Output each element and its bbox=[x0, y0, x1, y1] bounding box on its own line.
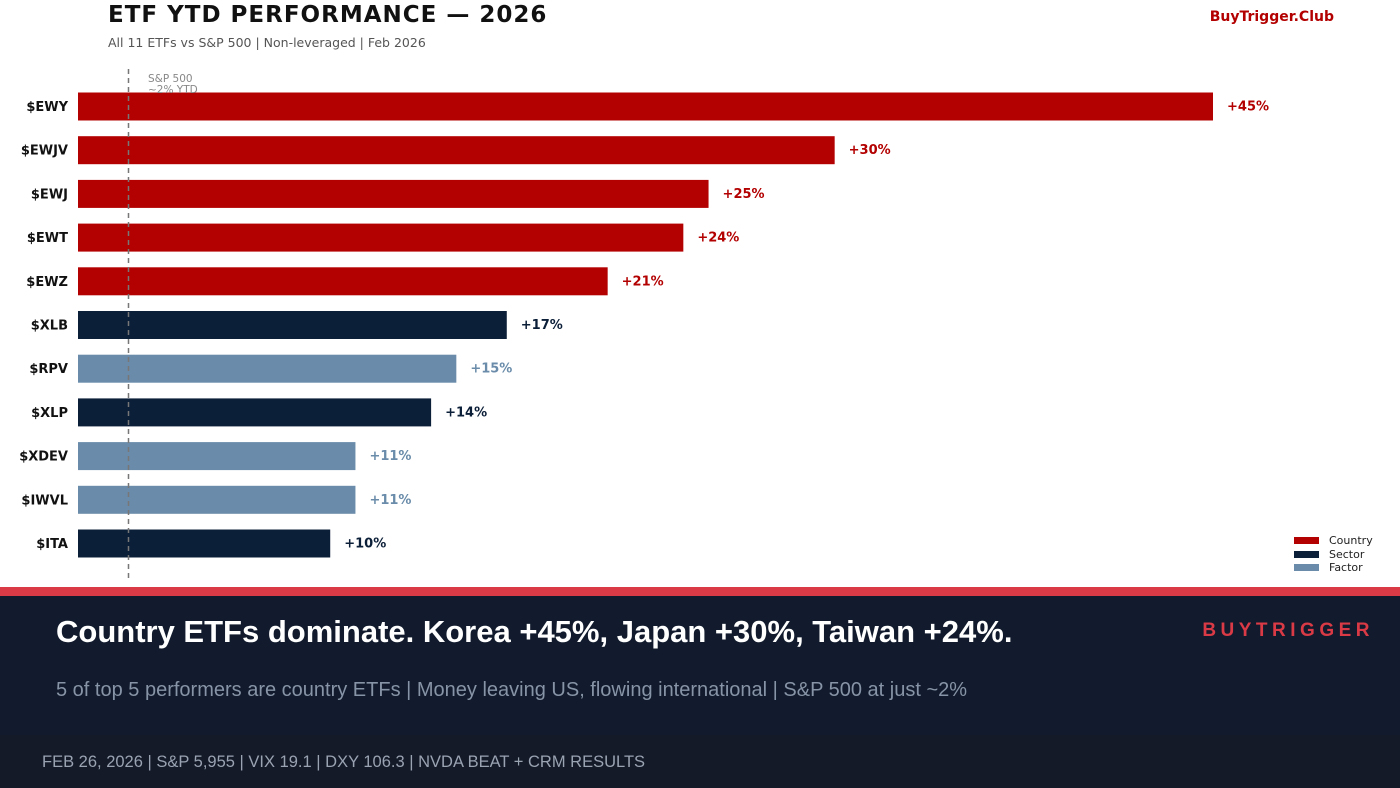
bar-ewt bbox=[78, 223, 684, 252]
value-label-xdev: +11% bbox=[369, 449, 411, 464]
bar-iwvl bbox=[78, 485, 356, 514]
bar-ewjv bbox=[78, 136, 835, 165]
banner-brand: BUYTRIGGER bbox=[1202, 620, 1374, 641]
legend-label-factor: Factor bbox=[1329, 561, 1363, 575]
chart-subtitle: All 11 ETFs vs S&P 500 | Non-leveraged |… bbox=[108, 35, 426, 50]
banner-headline: Country ETFs dominate. Korea +45%, Japan… bbox=[56, 614, 1013, 649]
bar-xlb bbox=[78, 311, 507, 339]
value-label-ita: +10% bbox=[344, 537, 386, 552]
chart-legend: Country Sector Factor bbox=[1294, 534, 1373, 575]
sp500-reference-label: S&P 500 bbox=[148, 73, 193, 85]
tick-label-xdev: $XDEV bbox=[19, 450, 68, 465]
legend-label-sector: Sector bbox=[1329, 547, 1365, 561]
chart-title: ETF YTD PERFORMANCE — 2026 bbox=[108, 2, 548, 28]
legend-swatch-sector bbox=[1294, 550, 1319, 558]
value-label-rpv: +15% bbox=[470, 362, 512, 377]
bar-ewj bbox=[78, 179, 709, 208]
value-label-xlb: +17% bbox=[521, 318, 563, 333]
accent-stripe bbox=[0, 587, 1400, 596]
tick-label-ewjv: $EWJV bbox=[21, 144, 68, 159]
sp500-reference-value: ~2% YTD bbox=[148, 84, 198, 96]
bar-ewz bbox=[78, 267, 608, 296]
legend-item-sector: Sector bbox=[1294, 548, 1373, 562]
summary-banner: Country ETFs dominate. Korea +45%, Japan… bbox=[0, 596, 1400, 735]
bar-ewy bbox=[78, 92, 1213, 121]
tick-label-xlp: $XLP bbox=[31, 406, 68, 421]
value-label-ewy: +45% bbox=[1227, 100, 1269, 115]
value-label-ewj: +25% bbox=[723, 187, 765, 202]
legend-label-country: Country bbox=[1329, 534, 1373, 548]
value-label-ewjv: +30% bbox=[849, 143, 891, 158]
value-label-xlp: +14% bbox=[445, 405, 487, 420]
banner-subline: 5 of top 5 performers are country ETFs |… bbox=[56, 679, 968, 701]
bar-xlp bbox=[78, 398, 432, 427]
tick-label-ewt: $EWT bbox=[27, 231, 68, 246]
legend-swatch-factor bbox=[1294, 564, 1319, 572]
tick-label-ewy: $EWY bbox=[26, 100, 68, 115]
tick-label-ewz: $EWZ bbox=[26, 275, 68, 290]
tick-label-ita: $ITA bbox=[36, 537, 68, 552]
tick-label-ewj: $EWJ bbox=[31, 187, 68, 202]
legend-item-country: Country bbox=[1294, 534, 1373, 548]
value-label-ewz: +21% bbox=[622, 274, 664, 289]
value-label-iwvl: +11% bbox=[369, 493, 411, 508]
legend-item-factor: Factor bbox=[1294, 561, 1373, 575]
footer-text: FEB 26, 2026 | S&P 5,955 | VIX 19.1 | DX… bbox=[42, 753, 646, 771]
bar-chart: $EWY +45% $EWJV +30% $EWJ +25% $EWT +24% $EWZ +21… bbox=[19, 69, 1269, 581]
tick-label-xlb: $XLB bbox=[31, 319, 68, 334]
value-label-ewt: +24% bbox=[697, 231, 739, 246]
market-ticker-footer: FEB 26, 2026 | S&P 5,955 | VIX 19.1 | DX… bbox=[0, 735, 1400, 788]
tick-label-rpv: $RPV bbox=[29, 362, 68, 377]
bar-ita bbox=[78, 529, 331, 558]
bar-rpv bbox=[78, 354, 457, 383]
legend-swatch-country bbox=[1294, 537, 1319, 545]
tick-label-iwvl: $IWVL bbox=[21, 493, 68, 508]
brand-link[interactable]: BuyTrigger.Club bbox=[1209, 9, 1334, 25]
bar-xdev bbox=[78, 442, 356, 471]
